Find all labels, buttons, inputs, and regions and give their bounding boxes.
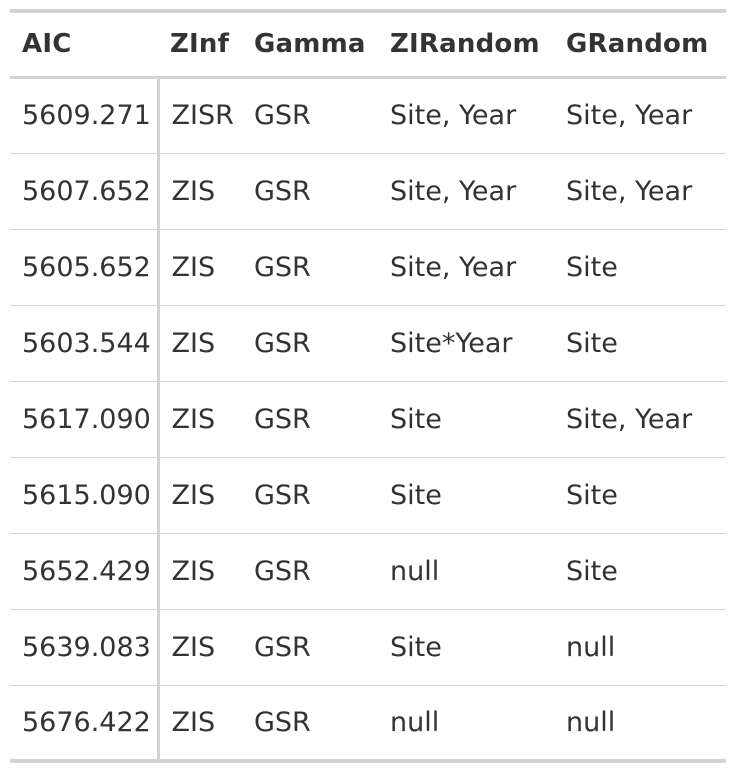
table-row: 5603.544 ZIS GSR Site*Year Site [10, 305, 726, 382]
cell-gamma: GSR [242, 77, 378, 154]
cell-aic: 5652.429 [10, 533, 160, 610]
column-header-zinf: ZInf [158, 9, 242, 79]
cell-zinf: ZIS [158, 305, 242, 382]
cell-grandom: null [554, 609, 726, 686]
cell-zinf: ZISR [158, 77, 242, 154]
cell-zirandom: Site, Year [378, 229, 554, 306]
table-row: 5609.271 ZISR GSR Site, Year Site, Year [10, 77, 726, 154]
cell-zinf: ZIS [158, 685, 242, 763]
cell-aic: 5676.422 [10, 685, 160, 763]
cell-aic: 5607.652 [10, 153, 160, 230]
cell-aic: 5639.083 [10, 609, 160, 686]
cell-grandom: Site, Year [554, 153, 726, 230]
cell-zinf: ZIS [158, 609, 242, 686]
cell-zirandom: Site, Year [378, 153, 554, 230]
cell-zirandom: null [378, 533, 554, 610]
cell-gamma: GSR [242, 381, 378, 458]
cell-zirandom: null [378, 685, 554, 763]
cell-gamma: GSR [242, 533, 378, 610]
cell-aic: 5615.090 [10, 457, 160, 534]
cell-aic: 5603.544 [10, 305, 160, 382]
cell-gamma: GSR [242, 305, 378, 382]
column-header-gamma: Gamma [242, 9, 378, 79]
model-comparison-table-container: AIC ZInf Gamma ZIRandom GRandom 5609.271… [10, 9, 726, 763]
cell-gamma: GSR [242, 685, 378, 763]
table-row: 5639.083 ZIS GSR Site null [10, 609, 726, 686]
table-row: 5676.422 ZIS GSR null null [10, 685, 726, 763]
cell-zinf: ZIS [158, 533, 242, 610]
cell-zinf: ZIS [158, 381, 242, 458]
cell-grandom: Site, Year [554, 77, 726, 154]
cell-gamma: GSR [242, 153, 378, 230]
table-row: 5607.652 ZIS GSR Site, Year Site, Year [10, 153, 726, 230]
cell-grandom: Site [554, 457, 726, 534]
cell-aic: 5609.271 [10, 77, 160, 154]
column-header-grandom: GRandom [554, 9, 726, 79]
cell-gamma: GSR [242, 457, 378, 534]
cell-gamma: GSR [242, 609, 378, 686]
table-row: 5605.652 ZIS GSR Site, Year Site [10, 229, 726, 306]
column-header-aic: AIC [10, 9, 158, 79]
table-row: 5615.090 ZIS GSR Site Site [10, 457, 726, 534]
table-row: 5652.429 ZIS GSR null Site [10, 533, 726, 610]
cell-zinf: ZIS [158, 229, 242, 306]
table-body: 5609.271 ZISR GSR Site, Year Site, Year … [10, 77, 726, 763]
cell-aic: 5617.090 [10, 381, 160, 458]
table-row: 5617.090 ZIS GSR Site Site, Year [10, 381, 726, 458]
model-comparison-table: AIC ZInf Gamma ZIRandom GRandom 5609.271… [10, 9, 726, 763]
cell-zirandom: Site, Year [378, 77, 554, 154]
cell-zinf: ZIS [158, 457, 242, 534]
column-header-zirandom: ZIRandom [378, 9, 554, 79]
cell-zirandom: Site [378, 457, 554, 534]
cell-zinf: ZIS [158, 153, 242, 230]
cell-grandom: Site [554, 305, 726, 382]
cell-grandom: null [554, 685, 726, 763]
cell-aic: 5605.652 [10, 229, 160, 306]
cell-zirandom: Site*Year [378, 305, 554, 382]
cell-zirandom: Site [378, 381, 554, 458]
cell-gamma: GSR [242, 229, 378, 306]
cell-zirandom: Site [378, 609, 554, 686]
cell-grandom: Site, Year [554, 381, 726, 458]
cell-grandom: Site [554, 229, 726, 306]
header-row: AIC ZInf Gamma ZIRandom GRandom [10, 9, 726, 79]
table-header: AIC ZInf Gamma ZIRandom GRandom [10, 9, 726, 79]
cell-grandom: Site [554, 533, 726, 610]
